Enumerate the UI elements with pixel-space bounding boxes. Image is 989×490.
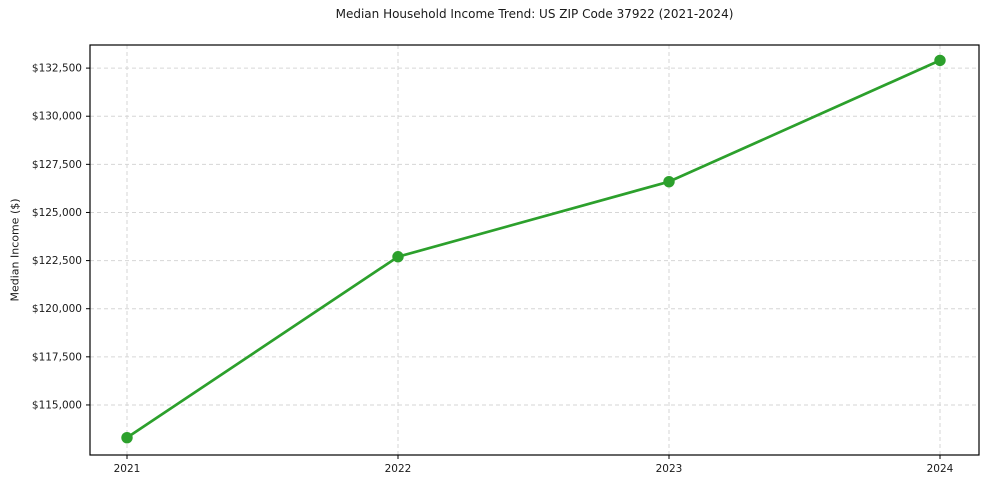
- x-tick-label: 2021: [114, 463, 141, 475]
- y-tick-label: $125,000: [32, 207, 82, 219]
- y-tick-label: $130,000: [32, 111, 82, 123]
- y-tick-label: $127,500: [32, 159, 82, 171]
- data-point-2023: [663, 175, 675, 188]
- trend-line: [125, 59, 942, 440]
- x-tick-label: 2023: [656, 463, 683, 475]
- y-tick-label: $120,000: [32, 303, 82, 315]
- x-tick-label: 2024: [927, 463, 954, 475]
- data-point-2022: [392, 251, 404, 263]
- data-point-2021: [121, 431, 133, 444]
- data-point-2024: [934, 54, 946, 67]
- y-tick-label: $122,500: [32, 255, 82, 267]
- x-tick-label: 2022: [385, 463, 412, 475]
- plot-border: [89, 44, 980, 456]
- chart-title: Median Household Income Trend: US ZIP Co…: [335, 7, 734, 21]
- y-tick-label: $117,500: [32, 351, 82, 363]
- y-tick-label: $115,000: [32, 399, 82, 411]
- y-tick-label: $132,500: [32, 63, 82, 75]
